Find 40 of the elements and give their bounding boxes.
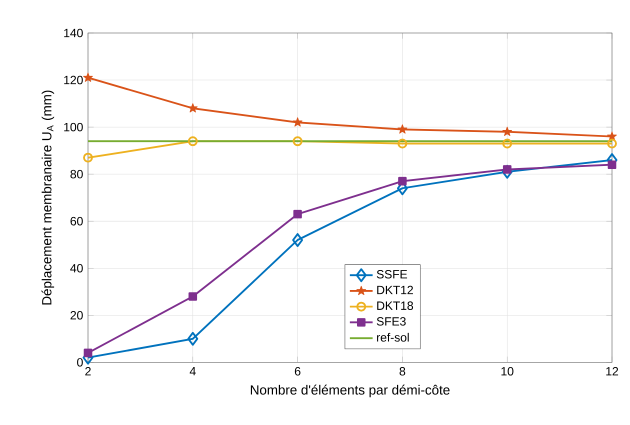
point (188, 103, 198, 112)
y-tick-label: 140 (64, 28, 83, 38)
point (84, 348, 92, 358)
x-axis-title: Nombre d'éléments par démi-côte (250, 384, 450, 398)
y-tick-label: 60 (70, 216, 83, 226)
y-tick-label: 80 (70, 170, 83, 178)
legend-label: DKT18 (377, 301, 414, 310)
y-tick-label: 120 (64, 76, 83, 84)
y-tick-label: 0 (77, 358, 83, 367)
x-tick-label: 8 (400, 367, 406, 376)
x-tick-label: 6 (294, 367, 300, 376)
x-tick-label: 12 (606, 367, 618, 376)
point (502, 138, 512, 148)
y-tick-label: 40 (70, 264, 83, 272)
legend-label: SSFE (376, 270, 408, 279)
legend-label: DKT12 (377, 286, 413, 294)
point (398, 176, 407, 186)
point (502, 165, 512, 174)
point (292, 233, 304, 247)
legend-label: ref-sol (377, 332, 409, 342)
point (398, 124, 408, 134)
point (292, 136, 303, 146)
y-tick-label: 100 (64, 122, 83, 132)
point (292, 117, 302, 127)
y-axis-title: Déplacement membranaire U$_{A}$ (mm) (42, 90, 54, 304)
x-tick-label: 2 (85, 367, 91, 376)
point (188, 136, 198, 146)
point (187, 332, 198, 346)
point (608, 160, 616, 169)
point (293, 210, 302, 218)
legend-label: SFE3 (376, 317, 406, 326)
x-tick-label: 4 (190, 367, 196, 376)
point (188, 292, 198, 301)
point (607, 138, 617, 148)
point (502, 126, 512, 136)
y-tick-label: 20 (70, 311, 83, 320)
point (83, 72, 93, 82)
point (397, 138, 408, 148)
x-tick-label: 10 (501, 367, 514, 376)
point (83, 152, 93, 163)
